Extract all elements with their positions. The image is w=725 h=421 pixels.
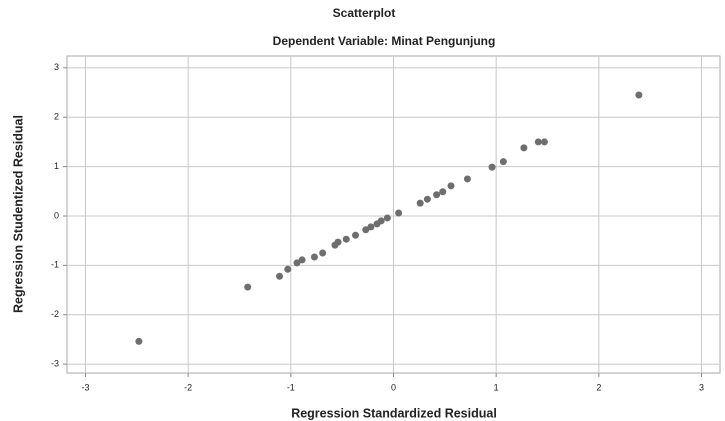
point — [362, 226, 370, 234]
point — [520, 144, 528, 152]
point — [439, 188, 447, 196]
point — [310, 253, 318, 261]
x-tick-label: 3 — [699, 382, 704, 392]
point — [416, 199, 424, 207]
point — [499, 158, 507, 166]
y-tick-label: -2 — [51, 309, 59, 319]
point — [463, 175, 471, 183]
point — [395, 209, 403, 217]
point — [352, 231, 360, 239]
point — [298, 256, 306, 264]
y-tick-label: 2 — [54, 112, 59, 122]
y-tick-label: -1 — [51, 260, 59, 270]
point — [342, 235, 350, 243]
point — [284, 265, 292, 273]
x-tick-label: -3 — [81, 382, 89, 392]
point — [433, 191, 441, 199]
point — [319, 249, 327, 257]
point — [244, 283, 252, 291]
point — [383, 214, 391, 222]
point — [635, 91, 643, 99]
chart-title: Scatterplot — [333, 6, 396, 20]
point — [334, 238, 342, 246]
point — [276, 272, 284, 280]
point — [534, 138, 542, 146]
chart-subtitle: Dependent Variable: Minat Pengunjung — [273, 34, 496, 48]
y-axis-label: Regression Studentized Residual — [11, 115, 25, 313]
point — [423, 195, 431, 203]
point — [447, 182, 455, 190]
point — [367, 223, 375, 231]
y-tick-label: 0 — [54, 210, 59, 220]
y-tick-label: -3 — [51, 358, 59, 368]
x-axis-label: Regression Standardized Residual — [291, 406, 497, 420]
y-tick-label: 1 — [54, 161, 59, 171]
point — [293, 259, 301, 267]
x-tick-label: 0 — [391, 382, 396, 392]
point — [377, 217, 385, 225]
x-tick-label: -1 — [287, 382, 295, 392]
x-tick-label: 1 — [494, 382, 499, 392]
point — [135, 337, 143, 345]
point — [540, 138, 548, 146]
y-tick-label: 3 — [54, 62, 59, 72]
x-tick-label: -2 — [184, 382, 192, 392]
x-tick-label: 2 — [596, 382, 601, 392]
point — [488, 163, 496, 171]
